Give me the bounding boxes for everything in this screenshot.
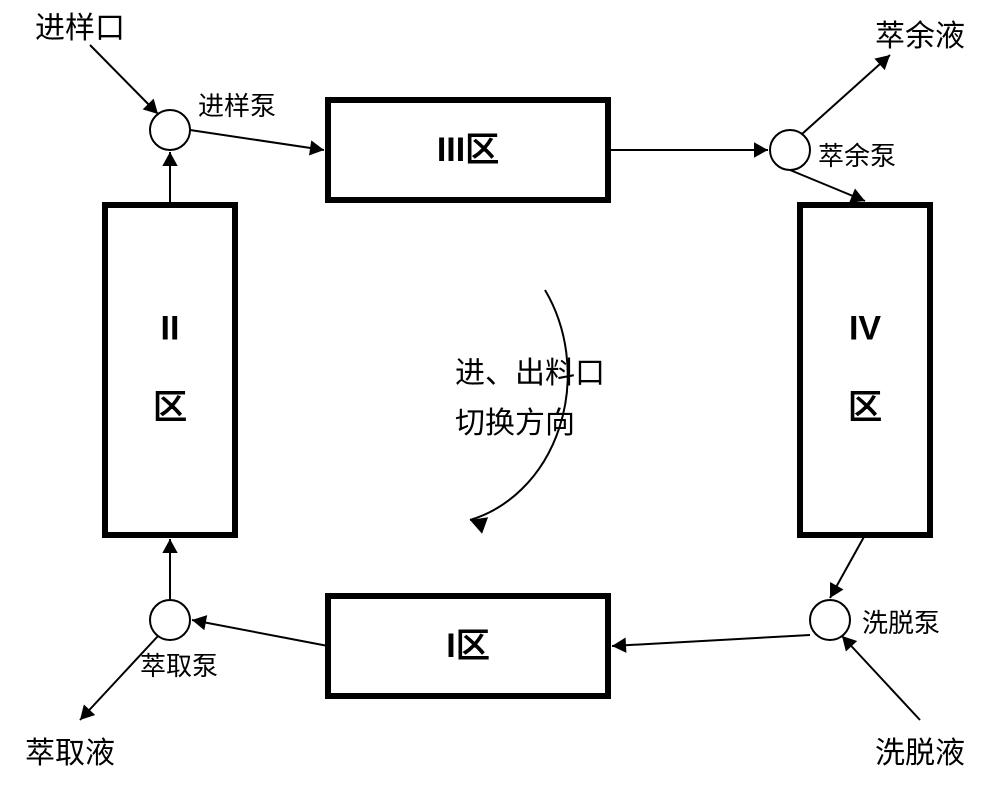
io-extract-out: 萃取液 <box>25 737 115 770</box>
pump-feed <box>150 110 190 150</box>
zone-IV <box>800 205 930 535</box>
zone-IV-label-bot: 区 <box>848 389 882 427</box>
pump-raffinate-label: 萃余泵 <box>818 141 896 171</box>
pump-feed-label: 进样泵 <box>198 91 276 121</box>
io-eluent-in: 洗脱液 <box>875 737 965 770</box>
pump-raffinate <box>770 130 810 170</box>
pump-eluent <box>810 600 850 640</box>
zone-III-label: III区 <box>437 131 499 169</box>
zone-II-label-top: II <box>161 309 180 347</box>
zone-IV-label-top: IV <box>849 309 881 347</box>
center-switch-arc <box>470 290 568 520</box>
pump-extract-label: 萃取泵 <box>140 651 218 681</box>
smb-flowchart: III区 I区 II 区 IV 区 进样口 萃余液萃取液 洗脱液 进样泵萃余泵萃取泵 洗脱泵 进、出料… <box>0 0 1000 801</box>
pump-extract <box>150 600 190 640</box>
zone-II-label-bot: 区 <box>153 389 187 427</box>
io-raffinate-out: 萃余液 <box>875 20 965 53</box>
center-text-2: 切换方向 <box>455 407 575 440</box>
zone-II <box>105 205 235 535</box>
center-text-1: 进、出料口 <box>455 357 605 390</box>
pump-eluent-label: 洗脱泵 <box>862 608 940 638</box>
io-feed-in: 进样口 <box>35 12 125 45</box>
zone-I-label: I区 <box>446 627 489 665</box>
